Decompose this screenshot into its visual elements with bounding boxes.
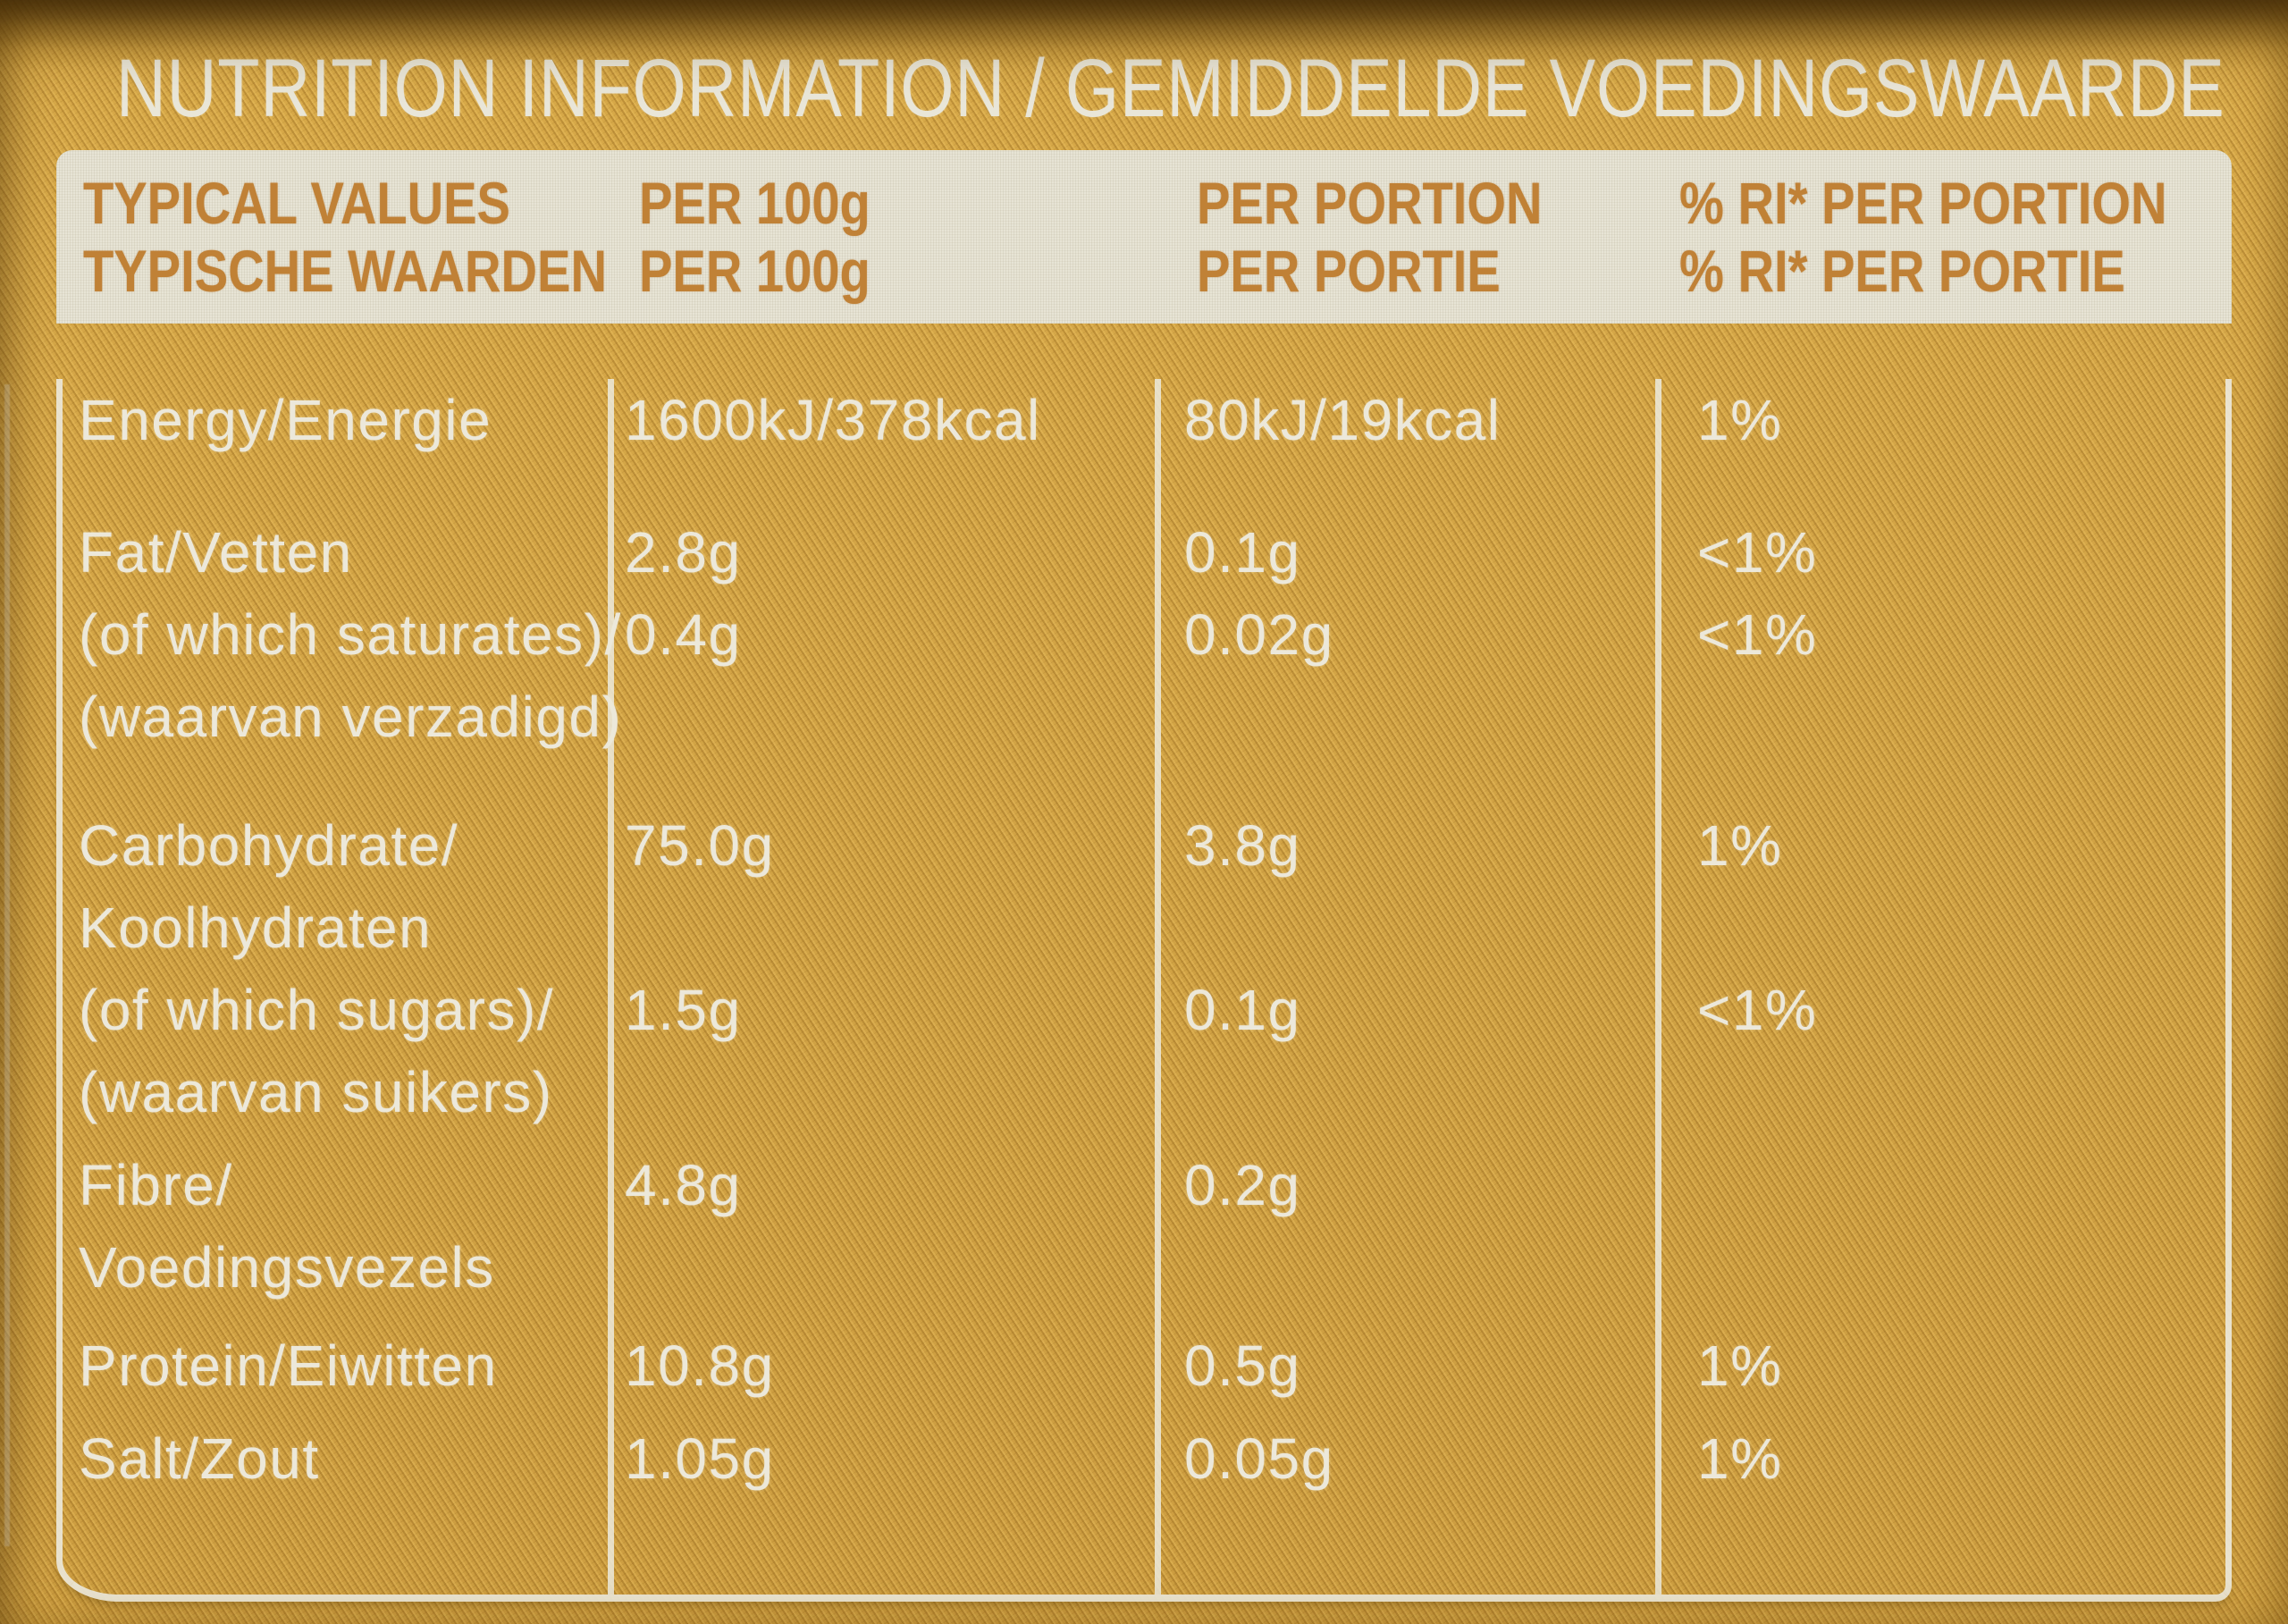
panel-title: NUTRITION INFORMATION / GEMIDDELDE VOEDI… [116, 43, 2225, 134]
nutrient-label-line: Protein/Eiwitten [79, 1334, 498, 1398]
nutrient-label-line: (of which saturates)/ [79, 602, 622, 667]
per100-value: 75.0g [625, 813, 775, 878]
nutrient-label: (of which saturates)/ (waarvan verzadigd… [63, 593, 623, 758]
header-per-portion-nl: PER PORTIE [1197, 238, 1501, 304]
ri-value: 1% [1697, 1334, 1783, 1398]
table-row-fibre: Fibre/ Voedingsvezels 4.8g 0.2g [63, 1144, 2225, 1308]
header-per-100g-nl: PER 100g [639, 238, 871, 304]
per100-value: 2.8g [625, 520, 742, 585]
table-header: TYPICAL VALUES TYPISCHE WAARDEN PER 100g… [56, 150, 2232, 324]
header-typical-values-nl: TYPISCHE WAARDEN [83, 238, 607, 304]
ri-value: 1% [1697, 813, 1783, 878]
column-divider [1155, 379, 1161, 1595]
portion-value: 0.1g [1184, 978, 1301, 1042]
table-row-energy: Energy/Energie 1600kJ/378kcal 80kJ/19kca… [63, 379, 2225, 461]
portion-value: 0.2g [1184, 1153, 1301, 1217]
nutrient-label: Protein/Eiwitten [63, 1325, 610, 1407]
ri-value [1658, 1144, 2225, 1308]
nutrient-label: Carbohydrate/ Koolhydraten [63, 804, 610, 969]
nutrient-label: (of which sugars)/ (waarvan suikers) [63, 969, 610, 1133]
per100-value: 0.4g [625, 602, 742, 667]
column-divider [1655, 379, 1661, 1595]
ri-value: <1% [1697, 978, 1818, 1042]
ri-value: <1% [1697, 602, 1818, 667]
nutrient-label-line: Salt/Zout [79, 1426, 320, 1491]
per100-value: 4.8g [625, 1153, 742, 1217]
column-divider [608, 379, 614, 1595]
header-per-100g-en: PER 100g [639, 170, 871, 236]
nutrient-label-line: Fibre/ [79, 1153, 233, 1217]
header-typical-values: TYPICAL VALUES TYPISCHE WAARDEN [56, 169, 610, 305]
package-top-edge-shadow [0, 0, 2288, 70]
header-ri-per-portion: % RI* PER PORTION % RI* PER PORTIE [1658, 169, 2232, 305]
header-ri-per-portion-en: % RI* PER PORTION [1679, 170, 2167, 236]
header-typical-values-en: TYPICAL VALUES [83, 170, 510, 236]
header-per-100g: PER 100g PER 100g [610, 169, 1157, 305]
table-row-saturates: (of which saturates)/ (waarvan verzadigd… [63, 593, 2225, 758]
nutrition-table: TYPICAL VALUES TYPISCHE WAARDEN PER 100g… [56, 150, 2232, 1602]
header-per-portion-en: PER PORTION [1197, 170, 1543, 236]
portion-value: 0.5g [1184, 1334, 1301, 1398]
ri-value: 1% [1697, 1426, 1783, 1491]
nutrient-label: Fat/Vetten [63, 511, 610, 593]
nutrient-label-line: Energy/Energie [79, 388, 492, 452]
nutrient-label-line: (of which sugars)/ [79, 978, 555, 1042]
table-row-sugars: (of which sugars)/ (waarvan suikers) 1.5… [63, 969, 2225, 1133]
nutrient-label-line: Fat/Vetten [79, 520, 353, 585]
portion-value: 0.02g [1184, 602, 1334, 667]
nutrient-label-line: Koolhydraten [79, 896, 433, 960]
table-row-salt: Salt/Zout 1.05g 0.05g 1% [63, 1418, 2225, 1500]
portion-value: 0.1g [1184, 520, 1301, 585]
nutrient-label-line: (waarvan verzadigd) [79, 685, 623, 749]
nutrient-label: Energy/Energie [63, 379, 610, 461]
package-crease-line [4, 384, 10, 1546]
table-row-fat: Fat/Vetten 2.8g 0.1g <1% [63, 511, 2225, 593]
nutrient-label-line: Voedingsvezels [79, 1235, 495, 1300]
nutrient-label: Salt/Zout [63, 1418, 610, 1500]
header-ri-per-portion-nl: % RI* PER PORTIE [1679, 238, 2125, 304]
nutrient-label-line: Carbohydrate/ [79, 813, 459, 878]
portion-value: 80kJ/19kcal [1184, 388, 1502, 452]
nutrient-label-line: (waarvan suikers) [79, 1060, 553, 1124]
per100-value: 1600kJ/378kcal [625, 388, 1041, 452]
table-row-carbohydrate: Carbohydrate/ Koolhydraten 75.0g 3.8g 1% [63, 804, 2225, 969]
table-body: Energy/Energie 1600kJ/378kcal 80kJ/19kca… [56, 379, 2232, 1602]
nutrient-label: Fibre/ Voedingsvezels [63, 1144, 610, 1308]
header-per-portion: PER PORTION PER PORTIE [1157, 169, 1658, 305]
per100-value: 10.8g [625, 1334, 775, 1398]
per100-value: 1.05g [625, 1426, 775, 1491]
per100-value: 1.5g [625, 978, 742, 1042]
ri-value: <1% [1697, 520, 1818, 585]
portion-value: 3.8g [1184, 813, 1301, 878]
table-row-protein: Protein/Eiwitten 10.8g 0.5g 1% [63, 1325, 2225, 1407]
ri-value: 1% [1697, 388, 1783, 452]
portion-value: 0.05g [1184, 1426, 1334, 1491]
